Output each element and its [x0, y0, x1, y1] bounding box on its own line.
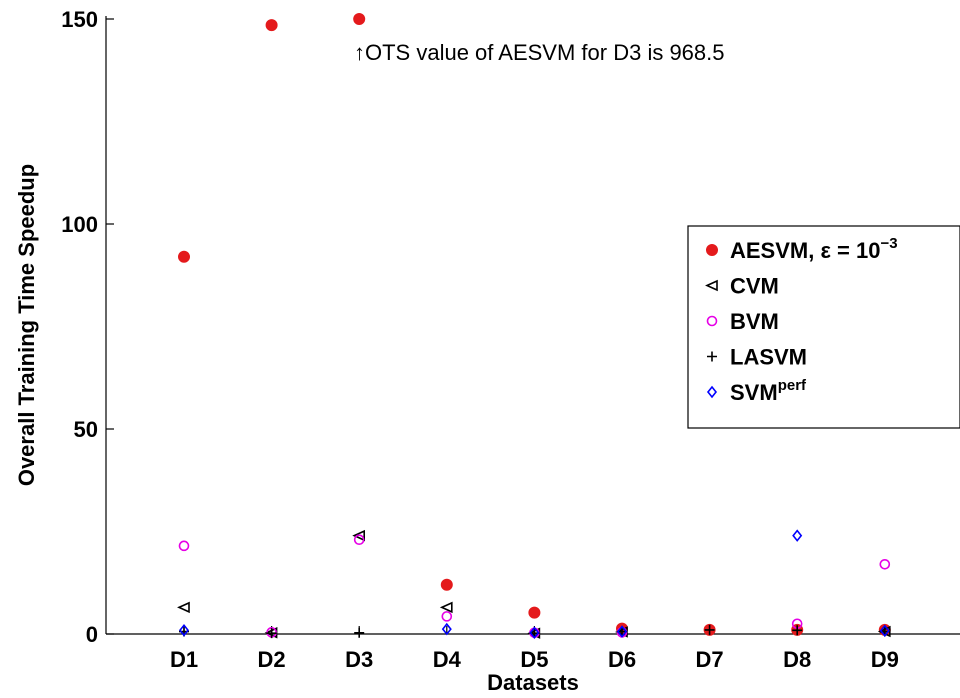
data-marks	[177, 13, 891, 640]
x-tick-label: D3	[345, 647, 373, 672]
data-point	[528, 606, 541, 619]
x-tick-label: D1	[170, 647, 198, 672]
data-point	[792, 529, 803, 542]
legend-marker	[705, 279, 718, 292]
legend-marker	[706, 315, 718, 327]
data-point	[353, 13, 366, 25]
data-point	[178, 250, 190, 263]
data-point	[266, 628, 277, 639]
x-tick-label: D9	[871, 647, 899, 672]
data-point	[177, 601, 190, 614]
data-point	[178, 540, 190, 552]
y-axis-label: Overall Training Time Speedup	[14, 164, 39, 486]
x-axis-ticks: D1 D2 D3 D4 D5 D6 D7 D8 D9	[170, 626, 899, 672]
legend-label: AESVM, ε = 10−3	[730, 235, 898, 263]
x-tick-label: D5	[520, 647, 548, 672]
data-point	[529, 626, 540, 640]
data-point	[704, 624, 715, 635]
data-point	[441, 611, 453, 622]
data-point	[352, 529, 366, 542]
data-point	[353, 534, 365, 546]
data-point	[879, 558, 891, 570]
x-tick-label: D6	[608, 647, 636, 672]
x-axis-label: Datasets	[487, 670, 579, 695]
data-point	[792, 625, 803, 636]
data-point	[439, 601, 453, 614]
y-axis-ticks: 0 50 100 150	[61, 7, 114, 647]
x-tick-label: D7	[696, 647, 724, 672]
annotation-text: ↑OTS value of AESVM for D3 is 968.5	[354, 40, 725, 65]
data-point	[440, 578, 453, 591]
legend-marker	[706, 385, 718, 399]
y-tick-label: 0	[86, 622, 98, 647]
data-point	[354, 627, 365, 638]
legend-label: BVM	[730, 309, 779, 334]
data-point	[441, 622, 452, 636]
data-point	[265, 19, 278, 32]
legend-box	[687, 225, 960, 429]
data-point	[178, 624, 190, 637]
y-tick-label: 100	[61, 212, 98, 237]
legend-label: LASVM	[730, 345, 807, 370]
legend-marker	[706, 244, 718, 256]
data-point	[879, 624, 890, 638]
y-tick-label: 150	[61, 7, 98, 32]
legend-label: CVM	[730, 274, 779, 299]
y-tick-label: 50	[74, 417, 98, 442]
data-point	[616, 625, 628, 638]
x-tick-label: D4	[433, 647, 462, 672]
x-tick-label: D2	[258, 647, 286, 672]
legend-marker	[707, 351, 717, 362]
x-tick-label: D8	[783, 647, 811, 672]
